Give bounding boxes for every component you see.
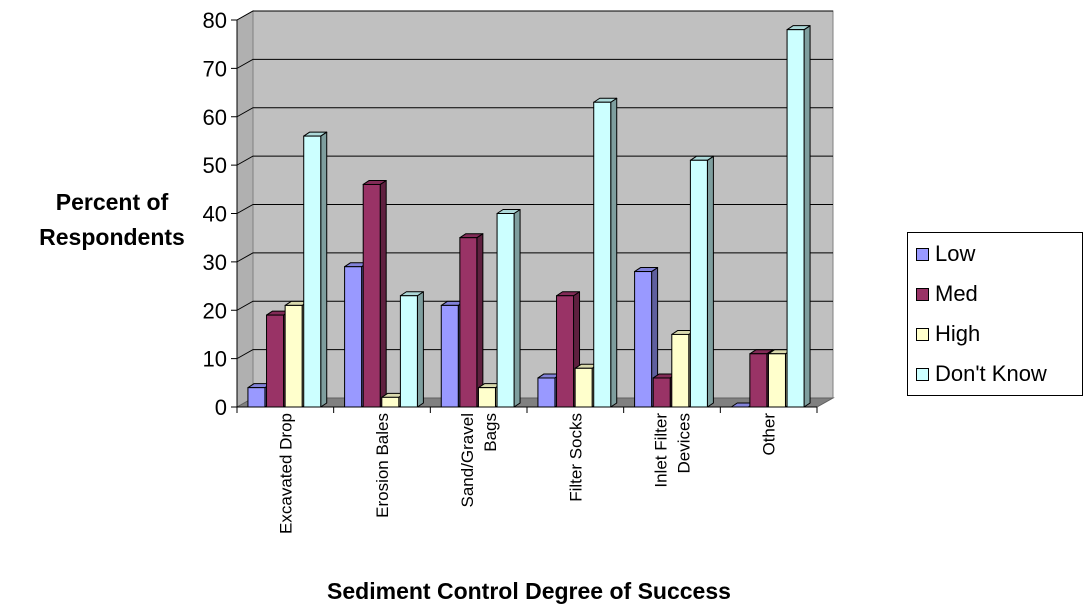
x-tick-label: Excavated Drop — [276, 413, 295, 534]
legend: Low Med High Don't Know — [907, 232, 1083, 396]
y-tick-label: 20 — [203, 298, 227, 323]
y-tick-label: 60 — [203, 105, 227, 130]
x-axis-label: Sediment Control Degree of Success — [327, 578, 731, 604]
y-tick-label: 0 — [215, 395, 227, 420]
legend-swatch — [916, 247, 929, 261]
x-tick-label: Erosion Bales — [373, 413, 392, 518]
bar — [689, 155, 714, 408]
bar — [634, 267, 659, 408]
y-tick-label: 50 — [203, 153, 227, 178]
axes — [231, 19, 818, 413]
y-axis-label: Percent of Respondents — [39, 189, 185, 250]
gridline — [236, 10, 833, 21]
gridline — [236, 204, 833, 214]
gridline — [236, 252, 833, 263]
x-tick-label: Filter Socks — [566, 413, 585, 502]
legend-label: Low — [935, 241, 976, 266]
y-tick-label: 70 — [203, 56, 227, 81]
legend-swatch — [916, 367, 929, 381]
legend-label: Med — [935, 281, 978, 306]
y-tick-label: 40 — [203, 202, 227, 227]
legend-label: High — [935, 321, 981, 346]
bar — [303, 131, 328, 408]
y-tick-labels: 0 10 20 30 40 50 60 70 80 — [203, 8, 227, 420]
legend-item: Don't Know — [916, 359, 1047, 389]
bar — [593, 97, 618, 408]
legend-item: Med — [916, 279, 978, 309]
legend-label: Don't Know — [935, 361, 1047, 386]
gridline — [236, 58, 833, 69]
bars — [247, 25, 811, 408]
x-tick-label: Sand/Gravel Bags — [458, 413, 500, 508]
legend-swatch — [916, 327, 929, 341]
bar — [399, 291, 424, 408]
y-tick-label: 10 — [203, 347, 227, 372]
bar — [786, 25, 811, 408]
legend-swatch — [916, 287, 929, 301]
x-tick-labels: Excavated Drop Erosion Bales Sand/Gravel Ba… — [276, 413, 778, 534]
x-tick-label: Inlet Filter Devices — [652, 413, 694, 488]
legend-item: High — [916, 319, 980, 349]
bar — [496, 209, 521, 408]
gridline — [236, 107, 833, 118]
y-tick-label: 30 — [203, 250, 227, 275]
legend-item: Low — [916, 239, 975, 269]
x-tick-label: Other — [760, 413, 779, 456]
gridline — [236, 155, 833, 166]
bar — [459, 233, 484, 408]
y-tick-label: 80 — [203, 8, 227, 33]
bar — [362, 179, 387, 408]
